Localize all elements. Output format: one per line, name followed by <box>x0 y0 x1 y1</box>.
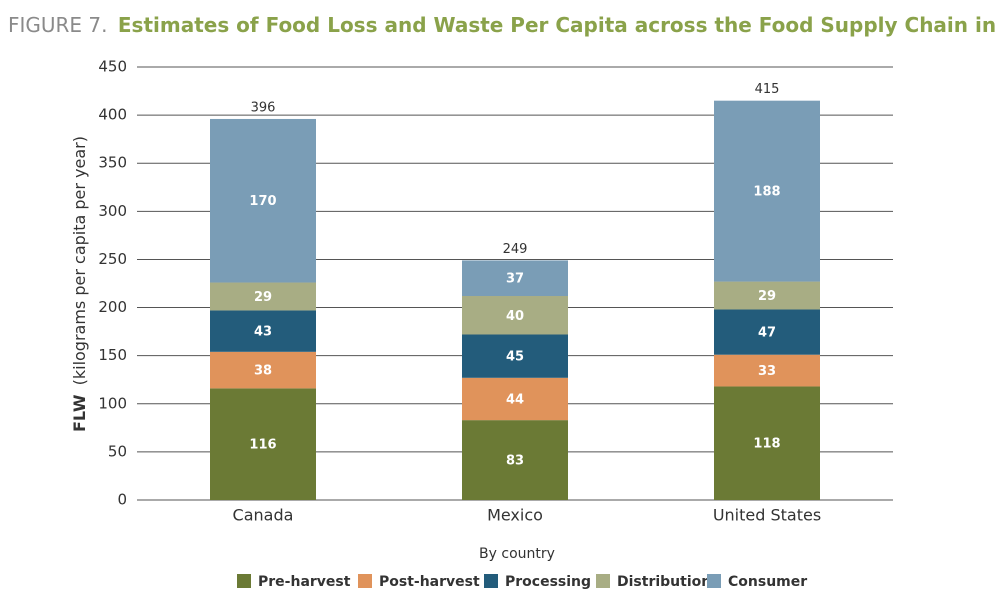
bar-segment <box>462 377 568 421</box>
total-label: 249 <box>503 242 528 257</box>
data-label: 45 <box>506 350 524 365</box>
legend-label: Pre-harvest <box>258 574 351 590</box>
y-tick-label: 150 <box>98 346 127 364</box>
bar-segment <box>210 282 316 311</box>
bar-segment <box>714 386 820 500</box>
legend-label: Processing <box>505 574 591 590</box>
bar-segment <box>210 310 316 352</box>
y-tick-label: 0 <box>117 491 127 509</box>
x-tick-label: Mexico <box>487 506 543 525</box>
data-label: 43 <box>254 325 272 340</box>
y-tick-label: 400 <box>98 106 127 124</box>
bar-segment <box>210 388 316 500</box>
bar-segment <box>210 118 316 283</box>
x-tick-label: Canada <box>233 506 294 525</box>
y-tick-label: 250 <box>98 250 127 268</box>
y-axis-label: FLW (kilograms per capita per year) <box>70 136 89 432</box>
data-label: 33 <box>758 364 776 379</box>
legend-swatch <box>707 574 721 588</box>
data-label: 44 <box>506 392 524 407</box>
figure-label: FIGURE 7. <box>8 13 108 37</box>
bar-segment <box>714 100 820 282</box>
bar-segment <box>462 420 568 500</box>
legend-label: Post-harvest <box>379 574 480 590</box>
title-text: Estimates of Food Loss and Waste Per Cap… <box>118 13 1000 37</box>
y-tick-label: 450 <box>98 58 127 76</box>
data-label: 118 <box>753 437 780 452</box>
legend-swatch <box>596 574 610 588</box>
data-label: 40 <box>506 309 524 324</box>
bar-segment <box>714 309 820 355</box>
x-axis-label: By country <box>479 546 555 562</box>
data-label: 170 <box>249 194 276 209</box>
bar-segment <box>462 296 568 335</box>
legend-label: Distribution <box>617 574 711 590</box>
y-tick-label: 50 <box>108 442 127 460</box>
data-label: 37 <box>506 272 524 287</box>
data-label: 116 <box>249 438 276 453</box>
bar-segment <box>462 334 568 378</box>
bar-segment <box>714 281 820 310</box>
y-axis-label-text: (kilograms per capita per year) <box>70 136 89 385</box>
chart-title: FIGURE 7. Estimates of Food Loss and Was… <box>8 13 1000 37</box>
bar-segment <box>462 260 568 297</box>
total-label: 415 <box>755 82 780 97</box>
y-tick-label: 350 <box>98 154 127 172</box>
total-label: 396 <box>251 100 276 115</box>
data-label: 29 <box>758 289 776 304</box>
x-tick-label: United States <box>713 506 821 525</box>
data-label: 29 <box>254 290 272 305</box>
data-label: 38 <box>254 364 272 379</box>
bar-segment <box>210 351 316 389</box>
bar-segment <box>714 354 820 387</box>
legend-swatch <box>358 574 372 588</box>
legend-swatch <box>484 574 498 588</box>
legend-swatch <box>237 574 251 588</box>
data-label: 47 <box>758 326 776 341</box>
data-label: 83 <box>506 454 524 469</box>
y-tick-label: 100 <box>98 394 127 412</box>
data-label: 188 <box>753 185 780 200</box>
y-tick-label: 300 <box>98 202 127 220</box>
y-tick-label: 200 <box>98 298 127 316</box>
legend-label: Consumer <box>728 574 807 590</box>
y-axis-label-bold: FLW <box>70 394 89 432</box>
